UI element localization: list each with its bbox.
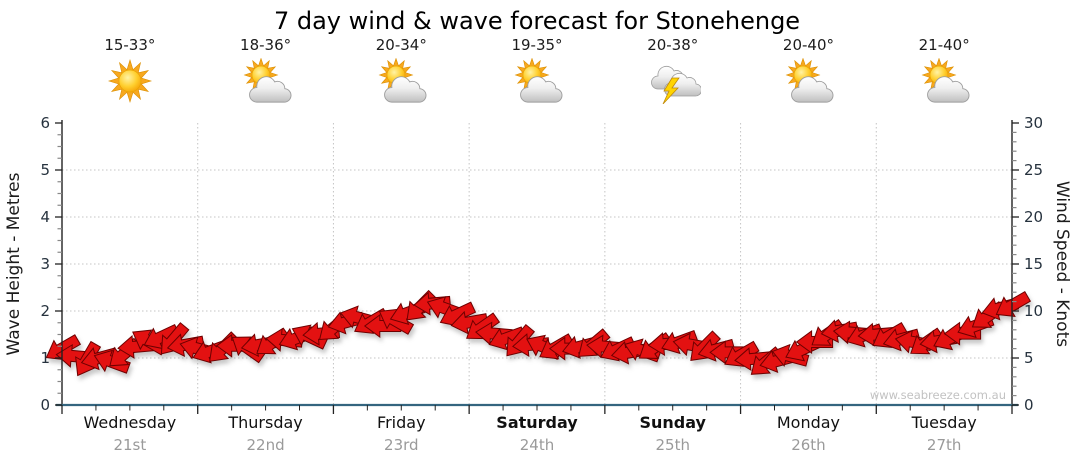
temp-range: 20-38° — [647, 36, 699, 54]
day-name: Tuesday — [911, 413, 977, 432]
wind-arrow — [378, 308, 415, 335]
day-name: Sunday — [639, 413, 706, 432]
day-date: 24th — [519, 436, 555, 454]
sun-cloud-icon — [378, 58, 427, 103]
day-date: 27th — [926, 436, 962, 454]
day-label-column: Thursday 22nd — [198, 413, 334, 454]
wind-speed-tick-label: 15 — [1024, 255, 1043, 273]
day-name: Monday — [776, 413, 841, 432]
cloud-shape — [520, 76, 563, 103]
axes — [56, 120, 1018, 407]
wind-speed-tick-label: 25 — [1024, 161, 1043, 179]
wave-height-tick-label: 2 — [40, 302, 50, 320]
temp-range: 15-33° — [104, 36, 156, 54]
wave-height-tick-label: 4 — [40, 208, 50, 226]
cloud-shape — [927, 76, 970, 103]
day-date: 26th — [791, 436, 826, 454]
day-label-column: Friday 23rd — [333, 413, 469, 454]
day-column: 18-36° — [198, 36, 334, 104]
day-label-column: Saturday 24th — [469, 413, 605, 454]
sun-cloud-icon — [243, 58, 292, 103]
wind-speed-tick-label: 10 — [1024, 302, 1043, 320]
sun-cloud-icon — [786, 58, 834, 103]
time-axis-ticks — [61, 405, 1013, 414]
wind-speed-tick-label: 30 — [1024, 114, 1043, 132]
day-name: Thursday — [228, 413, 303, 432]
day-forecast-header: 15-33° 18-36° 20-34° 19-35° 20-38° 20-40° 21-4… — [62, 36, 1012, 104]
cloud-shape — [384, 76, 427, 103]
day-column: 20-34° — [333, 36, 469, 104]
wave-height-tick-label: 1 — [40, 349, 50, 367]
temp-range: 19-35° — [511, 36, 563, 54]
day-column: 15-33° — [62, 36, 198, 104]
day-name: Wednesday — [83, 413, 177, 432]
wind-arrow — [857, 322, 896, 347]
day-column: 20-38° — [605, 36, 741, 104]
temp-range: 20-40° — [782, 36, 834, 54]
cloud-shape — [791, 76, 834, 103]
day-date: 22nd — [246, 436, 285, 454]
day-column: 20-40° — [741, 36, 877, 104]
gridlines — [62, 123, 1012, 405]
day-date: 21st — [113, 436, 147, 454]
wind-speed-tick-label: 20 — [1024, 208, 1043, 226]
wind-arrow-series — [45, 289, 1032, 377]
wave-height-tick-label: 3 — [40, 255, 50, 273]
wind-speed-tick-label: 0 — [1024, 396, 1034, 414]
wind-speed-ticks: 0 5 10 15 20 25 30 — [1012, 114, 1043, 414]
wave-height-tick-label: 0 — [40, 396, 50, 414]
day-date: 23rd — [384, 436, 419, 454]
thunderstorm-icon — [650, 65, 701, 104]
watermark: www.seabreeze.com.au — [870, 388, 1006, 402]
sunny-icon — [107, 58, 152, 104]
day-label-column: Wednesday 21st — [62, 413, 198, 454]
day-label-column: Monday 26th — [741, 413, 877, 454]
temp-range: 20-34° — [375, 36, 427, 54]
wave-height-ticks: 0 1 2 3 4 5 6 — [40, 114, 62, 414]
day-name: Saturday — [496, 413, 578, 432]
wind-arrow — [488, 326, 526, 351]
wind-speed-axis-label: Wind Speed - Knots — [1052, 180, 1072, 348]
wind-arrow — [734, 347, 772, 372]
day-axis-labels: Wednesday 21st Thursday 22nd Friday 23rd Satur… — [62, 413, 1012, 454]
cloud-shape — [248, 76, 292, 103]
wave-height-tick-label: 6 — [40, 114, 50, 132]
sun-disc — [118, 69, 142, 93]
wave-height-axis-label: Wave Height - Metres — [4, 172, 24, 356]
wind-speed-tick-label: 5 — [1024, 349, 1034, 367]
page-title: 7 day wind & wave forecast for Stoneheng… — [273, 7, 801, 35]
day-name: Friday — [377, 413, 426, 432]
day-label-column: Tuesday 27th — [876, 413, 1012, 454]
day-column: 21-40° — [876, 36, 1012, 104]
sun-cloud-icon — [514, 58, 563, 103]
temp-range: 18-36° — [240, 36, 292, 54]
day-column: 19-35° — [469, 36, 605, 104]
temp-range: 21-40° — [918, 36, 970, 54]
wind-arrow — [143, 324, 181, 350]
sun-cloud-icon — [921, 58, 970, 103]
day-label-column: Sunday 25th — [605, 413, 741, 454]
wind-arrow — [450, 310, 489, 335]
day-date: 25th — [655, 436, 690, 454]
wave-height-tick-label: 5 — [40, 161, 50, 179]
lightning-bolt — [662, 77, 680, 104]
